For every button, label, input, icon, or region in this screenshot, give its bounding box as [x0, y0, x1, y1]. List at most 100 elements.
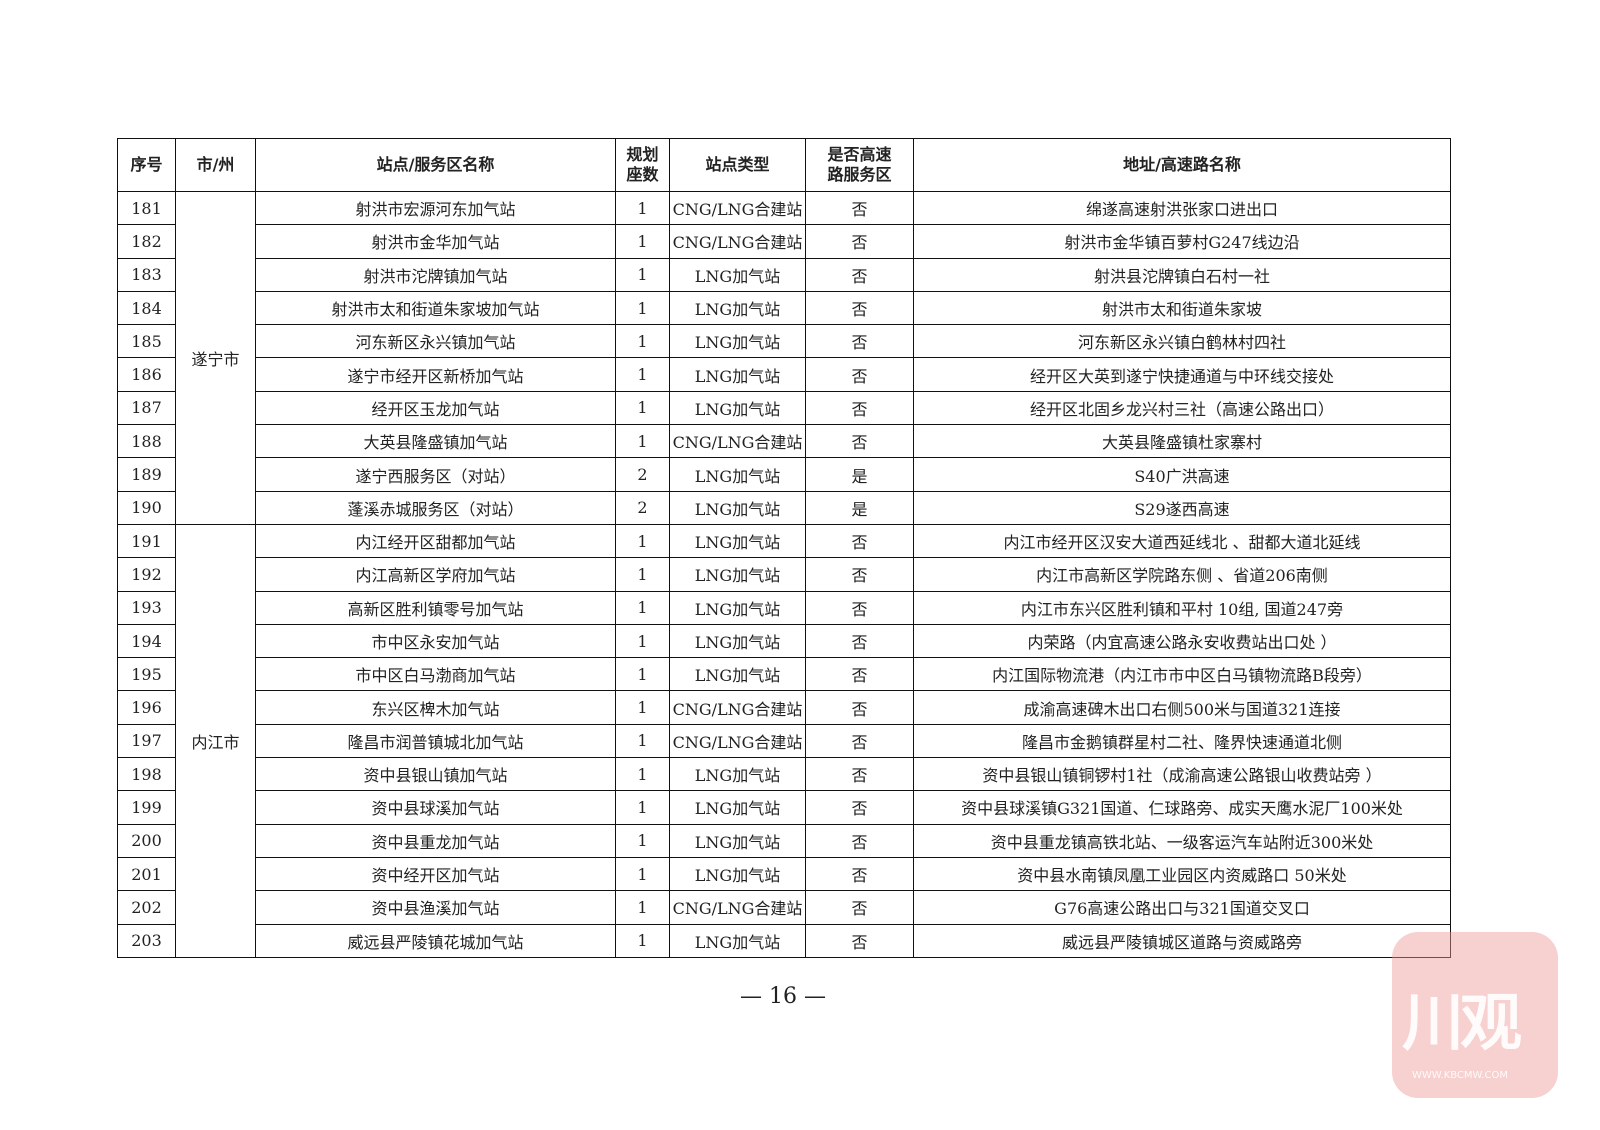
is-highway-service-cell: 否 [805, 390, 914, 426]
address-cell: 资中县银山镇铜锣村1社（成渝高速公路银山收费站旁 ） [913, 757, 1451, 792]
address-cell: 内江市经开区汉安大道西延线北 、甜都大道北延线 [913, 523, 1451, 559]
station-type-cell: LNG加气站 [669, 856, 806, 892]
station-name-cell: 射洪市金华加气站 [255, 224, 616, 259]
row-index-cell: 184 [117, 290, 176, 326]
table-header-row: 序号 市/州 站点/服务区名称 规划 座数 站点类型 是否高速 路服务区 地址/高速路名称 [117, 138, 1451, 192]
is-highway-service-cell: 否 [805, 324, 914, 359]
table-row: 185 河东新区永兴镇加气站 1 LNG加气站否河东新区永兴镇白鹤林村四社 [117, 324, 1451, 359]
address-cell: S29遂西高速 [913, 490, 1451, 525]
station-name-cell: 经开区玉龙加气站 [255, 390, 616, 426]
station-name-cell: 资中县渔溪加气站 [255, 890, 616, 925]
header-col-index: 序号 [117, 138, 176, 192]
address-cell: 资中县球溪镇G321国道、仁球路旁、成实天鹰水泥厂100米处 [913, 790, 1451, 825]
table-row: 188 大英县隆盛镇加气站 1 CNG/LNG合建站否大英县隆盛镇杜家寨村 [117, 424, 1451, 459]
table-row: 189 遂宁西服务区（对站） 2 LNG加气站是 S40广洪高速 [117, 457, 1451, 492]
station-name-cell: 东兴区椑木加气站 [255, 690, 616, 725]
address-cell: 资中县水南镇凤凰工业园区内资威路口 50米处 [913, 856, 1451, 892]
planned-count-cell: 2 [615, 457, 670, 492]
planned-count-cell: 1 [615, 690, 670, 725]
table-row: 195 市中区白马渤商加气站 1 LNG加气站否内江国际物流港（内江市市中区白马镇物流… [117, 657, 1451, 692]
station-type-cell: LNG加气站 [669, 357, 806, 392]
table-row: 197 隆昌市润普镇城北加气站 1 CNG/LNG合建站否隆昌市金鹅镇群星村二社、隆界… [117, 723, 1451, 759]
address-cell: 河东新区永兴镇白鹤林村四社 [913, 324, 1451, 359]
row-index-cell: 200 [117, 823, 176, 858]
is-highway-service-cell: 否 [805, 856, 914, 892]
table-row: 194 市中区永安加气站 1 LNG加气站否内荣路（内宜高速公路永安收费站出口处 ） [117, 623, 1451, 659]
planned-count-cell: 1 [615, 657, 670, 692]
table-row: 196 东兴区椑木加气站 1 CNG/LNG合建站否成渝高速碑木出口右侧500米与国道… [117, 690, 1451, 725]
table-row: 187 经开区玉龙加气站 1 LNG加气站否经开区北固乡龙兴村三社（高速公路出口） [117, 390, 1451, 426]
station-name-cell: 射洪市太和街道朱家坡加气站 [255, 290, 616, 326]
row-index-cell: 195 [117, 657, 176, 692]
station-type-cell: CNG/LNG合建站 [669, 690, 806, 725]
is-highway-service-cell: 否 [805, 590, 914, 625]
is-highway-service-cell: 否 [805, 290, 914, 326]
is-highway-service-cell: 否 [805, 623, 914, 659]
address-cell: 经开区大英到遂宁快捷通道与中环线交接处 [913, 357, 1451, 392]
row-index-cell: 197 [117, 723, 176, 759]
station-name-cell: 隆昌市润普镇城北加气站 [255, 723, 616, 759]
is-highway-service-cell: 否 [805, 424, 914, 459]
station-type-cell: CNG/LNG合建站 [669, 723, 806, 759]
table-row: 190 蓬溪赤城服务区（对站） 2 LNG加气站是 S29遂西高速 [117, 490, 1451, 525]
station-name-cell: 资中县重龙加气站 [255, 823, 616, 858]
station-name-cell: 高新区胜利镇零号加气站 [255, 590, 616, 625]
is-highway-service-cell: 否 [805, 757, 914, 792]
station-type-cell: LNG加气站 [669, 523, 806, 559]
is-highway-service-cell: 否 [805, 357, 914, 392]
watermark-text: 川观 [1402, 986, 1522, 1059]
station-name-cell: 射洪市沱牌镇加气站 [255, 257, 616, 292]
city-cell: 内江市 [175, 523, 256, 958]
planned-count-cell: 1 [615, 523, 670, 559]
row-index-cell: 188 [117, 424, 176, 459]
row-index-cell: 199 [117, 790, 176, 825]
is-highway-service-cell: 否 [805, 224, 914, 259]
station-name-cell: 大英县隆盛镇加气站 [255, 424, 616, 459]
station-type-cell: LNG加气站 [669, 457, 806, 492]
is-highway-service-cell: 否 [805, 723, 914, 759]
table-row: 181 遂宁市 射洪市宏源河东加气站 1 CNG/LNG合建站否绵遂高速射洪张家口进出口 [117, 190, 1451, 525]
is-highway-service-cell: 否 [805, 657, 914, 692]
row-index-cell: 201 [117, 856, 176, 892]
row-index-cell: 186 [117, 357, 176, 392]
watermark-subtext: WWW.KBCMW.COM [1412, 1070, 1508, 1081]
row-index-cell: 192 [117, 557, 176, 592]
station-name-cell: 资中县球溪加气站 [255, 790, 616, 825]
row-index-cell: 187 [117, 390, 176, 426]
page-number: — 16 — [740, 984, 826, 1009]
station-type-cell: LNG加气站 [669, 290, 806, 326]
station-type-cell: LNG加气站 [669, 490, 806, 525]
station-name-cell: 射洪市宏源河东加气站 [255, 190, 616, 226]
planned-count-cell: 1 [615, 390, 670, 426]
planned-count-cell: 2 [615, 490, 670, 525]
station-name-cell: 内江高新区学府加气站 [255, 557, 616, 592]
row-index-cell: 185 [117, 324, 176, 359]
row-index-cell: 193 [117, 590, 176, 625]
station-type-cell: LNG加气站 [669, 324, 806, 359]
table-row: 183 射洪市沱牌镇加气站 1 LNG加气站否射洪县沱牌镇白石村一社 [117, 257, 1451, 292]
table-row: 193 高新区胜利镇零号加气站 1 LNG加气站否内江市东兴区胜利镇和平村 10组, … [117, 590, 1451, 625]
address-cell: 内江市高新区学院路东侧 、省道206南侧 [913, 557, 1451, 592]
row-index-cell: 203 [117, 923, 176, 958]
station-type-cell: CNG/LNG合建站 [669, 890, 806, 925]
station-name-cell: 河东新区永兴镇加气站 [255, 324, 616, 359]
address-cell: 大英县隆盛镇杜家寨村 [913, 424, 1451, 459]
planned-count-cell: 1 [615, 324, 670, 359]
station-name-cell: 遂宁市经开区新桥加气站 [255, 357, 616, 392]
planned-count-cell: 1 [615, 723, 670, 759]
table-row: 200 资中县重龙加气站 1 LNG加气站否资中县重龙镇高铁北站、一级客运汽车站附近3… [117, 823, 1451, 858]
planned-count-cell: 1 [615, 590, 670, 625]
planned-count-cell: 1 [615, 357, 670, 392]
row-index-cell: 202 [117, 890, 176, 925]
address-cell: 射洪县沱牌镇白石村一社 [913, 257, 1451, 292]
row-index-cell: 183 [117, 257, 176, 292]
table-row: 199 资中县球溪加气站 1 LNG加气站否资中县球溪镇G321国道、仁球路旁、成实天… [117, 790, 1451, 825]
city-cell: 遂宁市 [175, 191, 256, 525]
planned-count-cell: 1 [615, 224, 670, 259]
table-row: 192 内江高新区学府加气站 1 LNG加气站否内江市高新区学院路东侧 、省道206南… [117, 557, 1451, 592]
address-cell: S40广洪高速 [913, 457, 1451, 492]
header-col-planned-count: 规划 座数 [615, 138, 670, 192]
row-index-cell: 189 [117, 457, 176, 492]
planned-count-cell: 1 [615, 790, 670, 825]
address-cell: 资中县重龙镇高铁北站、一级客运汽车站附近300米处 [913, 823, 1451, 858]
